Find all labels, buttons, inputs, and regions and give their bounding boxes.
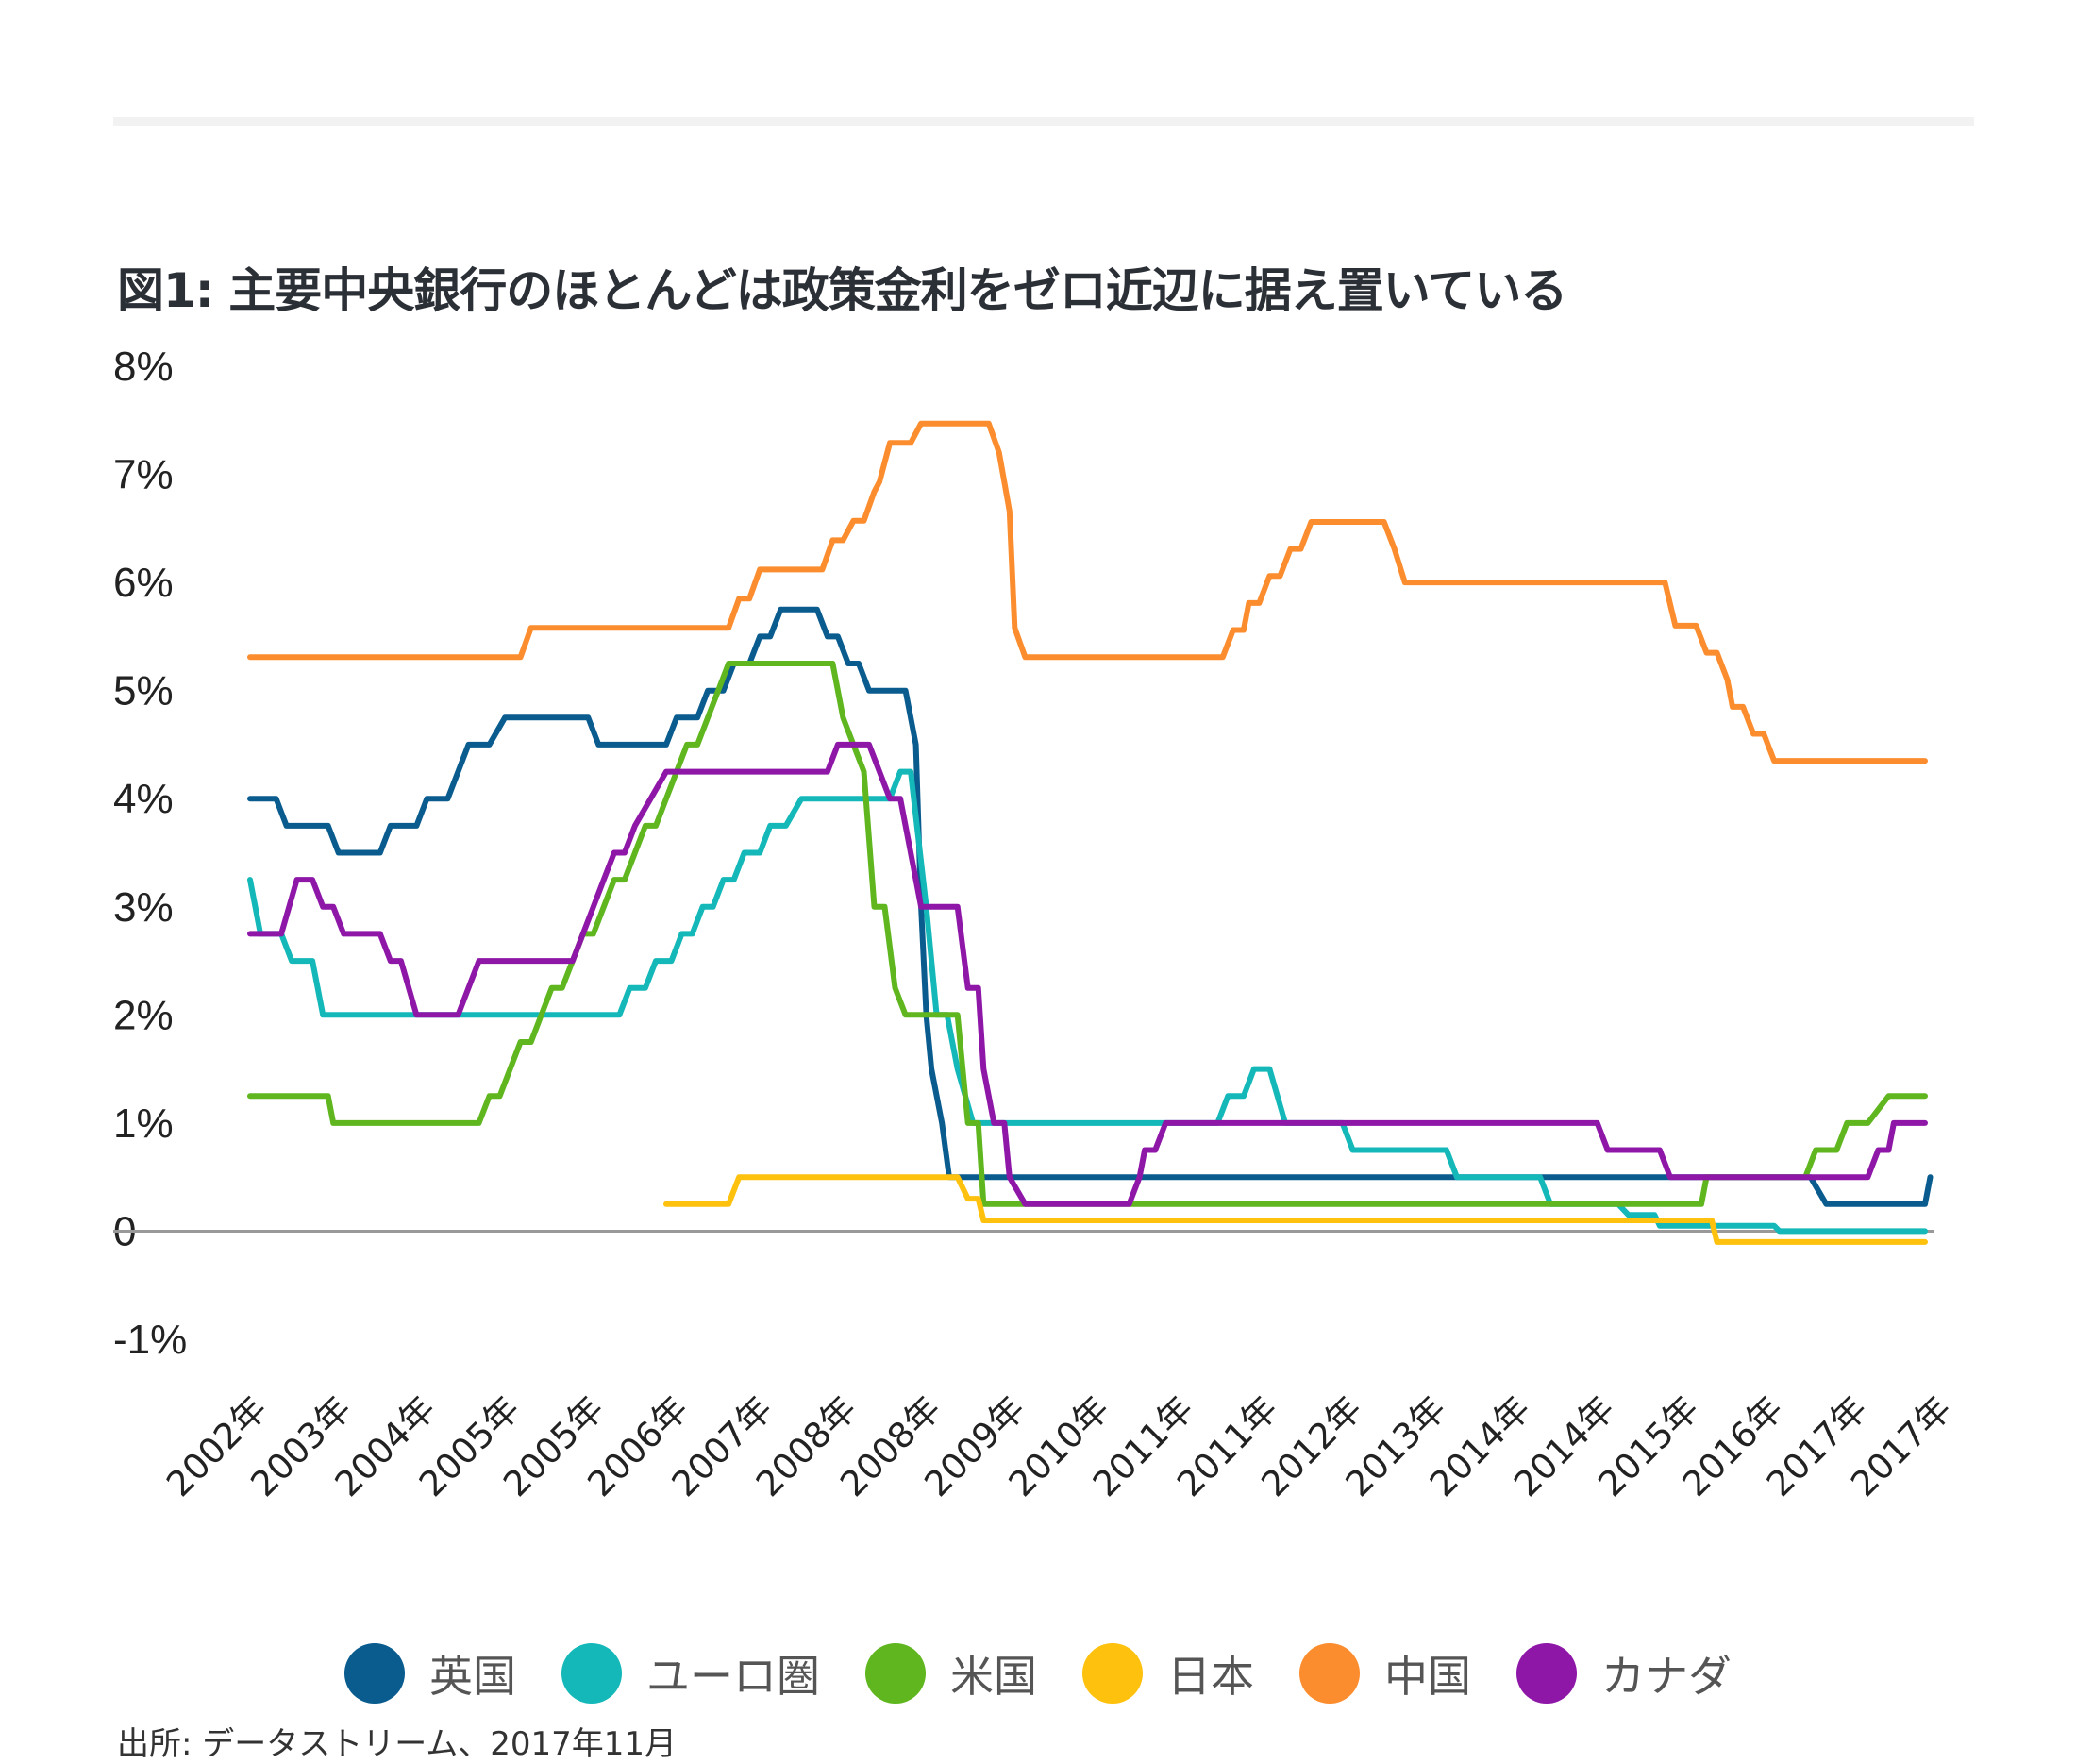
- legend-swatch: [1299, 1643, 1360, 1704]
- top-divider: [113, 117, 1974, 126]
- source-note: 出所: データストリーム、2017年11月: [117, 1725, 678, 1763]
- legend-item: 英国: [344, 1642, 516, 1705]
- legend-label: 日本: [1167, 1651, 1254, 1702]
- legend-label: 中国: [1384, 1651, 1471, 1702]
- y-tick-label: 1%: [113, 1100, 174, 1147]
- legend-item: 日本: [1082, 1642, 1254, 1705]
- chart-plot: -1%01%2%3%4%5%6%7%8% 2002年2003年2004年2005…: [113, 344, 1959, 1504]
- x-axis-ticks: 2002年2003年2004年2005年2005年2006年2007年2008年…: [159, 1388, 1959, 1504]
- chart-title: 図1: 主要中央銀行のほとんどは政策金利をゼロ近辺に据え置いている: [117, 263, 1567, 318]
- y-tick-label: -1%: [113, 1317, 187, 1363]
- legend-swatch: [561, 1643, 622, 1704]
- y-tick-label: 3%: [113, 884, 174, 931]
- series-line-4: [247, 420, 1928, 764]
- y-tick-label: 5%: [113, 668, 174, 714]
- legend-item: カナダ: [1516, 1642, 1732, 1705]
- legend-swatch: [1516, 1643, 1577, 1704]
- y-tick-label: 8%: [113, 344, 174, 390]
- y-tick-label: 2%: [113, 992, 174, 1038]
- legend-item: 中国: [1299, 1642, 1471, 1705]
- y-tick-label: 6%: [113, 560, 174, 606]
- legend-item: 米国: [865, 1642, 1037, 1705]
- legend-swatch: [344, 1643, 405, 1704]
- series-line-2: [247, 661, 1928, 1207]
- series-line-5: [247, 741, 1928, 1207]
- legend-label: ユーロ圏: [646, 1651, 820, 1702]
- series-line-3: [663, 1174, 1928, 1245]
- series-line-1: [247, 768, 1928, 1235]
- legend-label: カナダ: [1601, 1651, 1732, 1702]
- series-line-0: [247, 606, 1934, 1207]
- y-tick-label: 7%: [113, 452, 174, 498]
- legend-swatch: [1082, 1643, 1143, 1704]
- y-tick-label: 4%: [113, 776, 174, 822]
- chart-legend: 英国 ユーロ圏 米国 日本 中国 カナダ: [0, 1642, 2076, 1705]
- legend-swatch: [865, 1643, 926, 1704]
- y-axis-ticks: -1%01%2%3%4%5%6%7%8%: [113, 344, 187, 1363]
- series-lines: [247, 420, 1934, 1245]
- legend-item: ユーロ圏: [561, 1642, 820, 1705]
- legend-label: 英国: [429, 1651, 516, 1702]
- legend-label: 米国: [950, 1651, 1037, 1702]
